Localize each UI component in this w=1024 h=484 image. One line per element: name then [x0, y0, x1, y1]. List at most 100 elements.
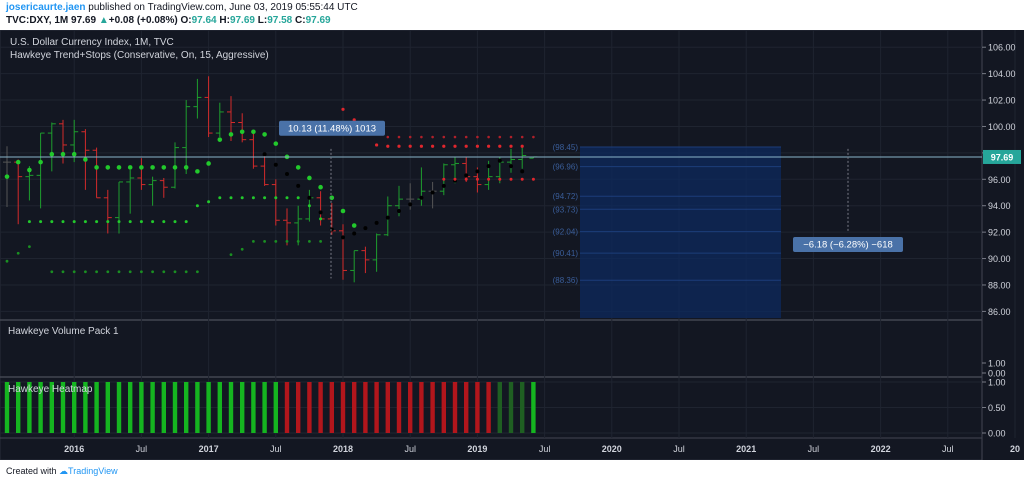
trend-dot-dark: [520, 169, 525, 174]
stop-dot-red-low: [520, 177, 524, 181]
ohlc-bar: [215, 102, 224, 138]
heatmap-bar: [161, 382, 166, 433]
trend-dot-green: [329, 195, 335, 201]
stop-dot-green: [184, 220, 188, 224]
heatmap-pane-title: Hawkeye Heatmap: [8, 384, 93, 395]
stop-dot-green-low: [229, 253, 233, 256]
trend-dot-green: [83, 157, 88, 162]
stop-dot-green: [251, 196, 255, 200]
heatmap-bar: [329, 382, 334, 433]
y-tick-label: 92.00: [988, 228, 1011, 238]
volume-tick-label: 0.00: [988, 369, 1006, 379]
stop-dot-red: [509, 144, 513, 148]
footer: Created with ☁TradingView: [6, 466, 118, 477]
trend-dot-dark: [285, 172, 289, 177]
ohlc-bar: [507, 148, 515, 173]
price-tag-label: 97.69: [991, 152, 1014, 162]
stop-dot-red: [498, 144, 502, 148]
price-chart-svg[interactable]: (98.45) (96.96) (94.72) (93.73) (92.04) (90.4…: [0, 29, 1024, 461]
heatmap-bar: [49, 382, 54, 433]
x-tick-label: Jul: [808, 444, 820, 454]
ohlc-bar: [148, 176, 157, 206]
fib-level-label: (96.96): [553, 163, 579, 172]
stop-dot-green: [307, 204, 311, 208]
stop-dot-green: [50, 220, 54, 224]
created-with-text: Created with: [6, 466, 57, 476]
ohlc-bar: [126, 170, 135, 214]
stop-dot-red: [487, 144, 491, 148]
y-tick-label: 104.00: [988, 69, 1016, 79]
trend-dot-dark: [464, 173, 469, 178]
trend-dot-green: [4, 174, 10, 179]
stop-dot-red-upper: [487, 135, 490, 139]
price-change: +0.08 (+0.08%): [108, 15, 178, 26]
heatmap-bar: [4, 382, 10, 433]
ohlc-bar: [339, 224, 347, 280]
ohlc-bar: [92, 147, 101, 199]
ohlc-bar: [14, 159, 23, 225]
stop-dot-green: [106, 220, 110, 224]
stop-dot-red-upper: [453, 135, 457, 139]
ohlc-bar: [294, 205, 303, 246]
trend-dot-green: [116, 165, 122, 170]
stop-dot-red-upper: [476, 135, 479, 139]
trend-dot-green: [15, 159, 21, 165]
ohlc-bar: [182, 100, 191, 175]
heatmap-bar: [441, 382, 446, 433]
ohlc-bar: [238, 113, 247, 143]
heatmap-bar: [464, 382, 469, 433]
trend-dot-dark: [486, 164, 491, 169]
ohlc-bar: [417, 167, 426, 206]
heatmap-bars: [4, 382, 536, 433]
fib-level-label: (93.73): [553, 205, 579, 214]
trend-dot-green: [139, 165, 144, 170]
fib-level-label: (90.41): [553, 249, 579, 258]
stop-dot-red-upper: [509, 135, 513, 139]
annotations: 97.69 10.13 (11.48%) 1013 −6.18 (−6.28%) −…: [0, 120, 1021, 279]
tradingview-logo-icon: ☁: [59, 466, 69, 476]
heatmap-bar: [105, 382, 110, 433]
heatmap-bar: [262, 382, 267, 433]
price-tag: [983, 149, 1021, 164]
trend-dot-dark: [273, 162, 278, 167]
stop-dot-green-low: [162, 270, 166, 274]
stop-dot-red: [375, 143, 379, 147]
trend-dot-green: [49, 151, 55, 157]
ohlc-bar: [47, 122, 56, 172]
stop-dot-red: [442, 144, 446, 148]
h-value: 97.69: [229, 15, 255, 26]
author-link[interactable]: josericaurte.jaen: [6, 2, 86, 13]
tradingview-brand[interactable]: TradingView: [68, 466, 118, 476]
x-tick-label: 2016: [64, 444, 84, 454]
stop-dot-green-low: [72, 270, 76, 274]
heatmap-bar: [228, 382, 234, 433]
ohlc-bar: [271, 179, 280, 226]
x-tick-label: Jul: [270, 444, 282, 454]
stop-dot-red-low: [531, 177, 535, 181]
heatmap-bar: [128, 382, 133, 433]
trend-dot-dark: [352, 231, 357, 236]
stop-dot-green: [319, 217, 323, 221]
heatmap-bar: [408, 382, 413, 433]
x-tick-label: 2022: [871, 444, 891, 454]
trend-dot-green: [228, 132, 234, 137]
symbol-name: TVC:DXY, 1M: [6, 15, 69, 26]
trend-dot-green: [340, 208, 346, 214]
trend-dot-green: [38, 159, 43, 165]
stop-dot-red-low: [453, 177, 457, 181]
trend-dot-dark: [307, 195, 312, 200]
stop-dot-red-upper: [408, 135, 412, 139]
heatmap-bar: [419, 382, 424, 433]
y-tick-label: 96.00: [988, 175, 1011, 185]
fib-projection: (98.45) (96.96) (94.72) (93.73) (92.04) (90.4…: [553, 143, 781, 318]
ohlc-bar: [260, 155, 269, 186]
stop-dot-red: [453, 144, 457, 148]
stop-dot-green-low: [5, 259, 9, 263]
stop-dot-green: [61, 220, 65, 224]
stop-dot-red-upper: [420, 135, 423, 139]
heatmap-bar: [139, 382, 144, 433]
chart-area[interactable]: (98.45) (96.96) (94.72) (93.73) (92.04) (90.4…: [0, 29, 1024, 461]
ohlc-bar: [518, 147, 527, 169]
heatmap-bar: [184, 382, 189, 433]
trend-dot-dark: [408, 202, 413, 207]
